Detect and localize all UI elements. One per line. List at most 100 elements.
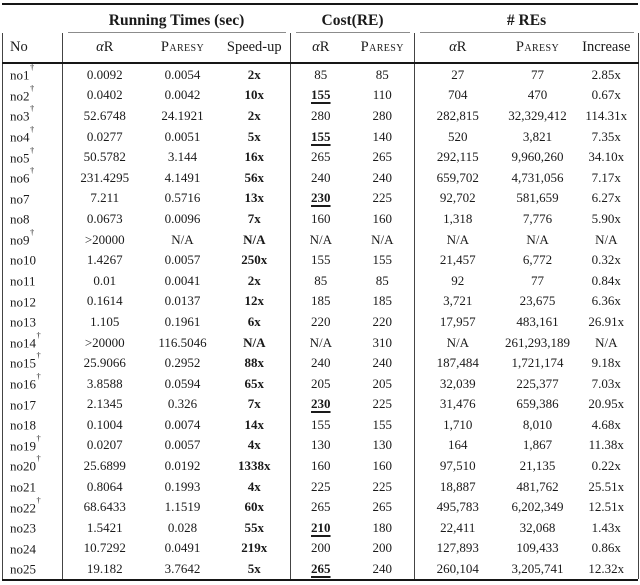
col-header-increase: Increase bbox=[574, 33, 640, 64]
cost-paresy-cell: 110 bbox=[372, 87, 392, 103]
increase-cell: 1.43x bbox=[574, 517, 640, 538]
cost-ar-cell: 230 bbox=[290, 393, 351, 415]
col-header-res-alphar: αR bbox=[414, 33, 501, 64]
row-id-cell: no15† bbox=[2, 352, 63, 373]
cost-paresy-cell: 155 bbox=[372, 252, 393, 268]
cost-ar-cell: 85 bbox=[290, 63, 351, 85]
table-row: no23 1.5421 0.028 55x 210 180 22,411 32,… bbox=[2, 517, 640, 538]
cost-paresy-cell: 140 bbox=[372, 128, 393, 144]
group-spacer bbox=[3, 5, 63, 33]
speedup-cell: 2x bbox=[247, 66, 261, 82]
row-id-cell: no4† bbox=[2, 125, 63, 147]
speedup-cell: 4x bbox=[247, 437, 261, 453]
speedup-cell: 7x bbox=[247, 210, 261, 226]
runtime-ar-cell: 0.0207 bbox=[86, 437, 123, 453]
cost-ar-cell: 155 bbox=[290, 249, 351, 270]
alpha-symbol: α bbox=[449, 39, 457, 56]
alpha-symbol: α bbox=[312, 39, 320, 56]
col-header-cost-paresy: Paresy bbox=[350, 33, 415, 64]
table-row: no6† 231.4295 4.1491 56x 240 240 659,702… bbox=[2, 166, 640, 188]
increase-cell: 34.10x bbox=[574, 146, 640, 167]
res-ar-cell: 659,702 bbox=[414, 166, 501, 188]
row-id-cell: no11 bbox=[2, 269, 63, 291]
runtime-paresy-cell: 0.0491 bbox=[164, 540, 201, 556]
row-id-label: no3 bbox=[10, 108, 30, 124]
cost-ar-value: 160 bbox=[311, 210, 331, 226]
row-id-cell: no8 bbox=[2, 208, 63, 229]
cost-ar-cell: 240 bbox=[290, 166, 351, 188]
table-row: no25 19.182 3.7642 5x 265 240 260,104 3,… bbox=[2, 558, 640, 579]
cost-paresy-cell: 265 bbox=[372, 499, 393, 515]
runtime-paresy-cell: 0.2952 bbox=[164, 355, 201, 371]
runtime-paresy-cell: 0.0042 bbox=[164, 87, 201, 103]
res-ar-cell: 164 bbox=[414, 434, 501, 456]
column-header-row: No αR Paresy Speed-up αR Paresy αR Pares… bbox=[2, 33, 640, 64]
runtime-paresy-cell: 3.7642 bbox=[164, 561, 201, 577]
speedup-cell: 10x bbox=[244, 87, 265, 103]
cost-paresy-cell: 160 bbox=[372, 458, 393, 474]
res-paresy-cell: 32,329,412 bbox=[508, 107, 567, 123]
speedup-cell: 6x bbox=[247, 313, 261, 329]
speedup-cell: 250x bbox=[241, 252, 268, 268]
row-id-cell: no2† bbox=[2, 84, 63, 106]
table-row: no20† 25.6899 0.0192 1338x 160 160 97,51… bbox=[2, 455, 640, 476]
runtime-paresy-cell: 0.1961 bbox=[164, 313, 201, 329]
cost-paresy-cell: 225 bbox=[372, 190, 393, 206]
runtime-ar-cell: 0.0402 bbox=[86, 87, 123, 103]
row-id-cell: no6† bbox=[2, 166, 63, 188]
row-id-cell: no9† bbox=[2, 228, 63, 250]
table-row: no18 0.1004 0.0074 14x 155 155 1,710 8,0… bbox=[2, 414, 640, 435]
row-id-cell: no18 bbox=[2, 414, 63, 435]
row-id-label: no14 bbox=[10, 335, 36, 351]
speedup-cell: 2x bbox=[247, 272, 261, 288]
res-paresy-cell: 470 bbox=[527, 87, 548, 103]
row-id-label: no22 bbox=[10, 499, 36, 515]
cost-ar-cell: 200 bbox=[290, 537, 351, 559]
runtime-ar-cell: 0.0673 bbox=[86, 210, 123, 226]
runtime-ar-cell: 231.4295 bbox=[80, 169, 130, 185]
row-id-cell: no17 bbox=[2, 393, 63, 415]
cost-ar-cell: 185 bbox=[290, 290, 351, 312]
res-ar-cell: N/A bbox=[414, 228, 501, 250]
r-symbol: R bbox=[103, 39, 114, 56]
row-id-cell: no14† bbox=[2, 331, 63, 353]
increase-cell: 25.51x bbox=[574, 475, 640, 497]
table-row: no3† 52.6748 24.1921 2x 280 280 282,815 … bbox=[2, 105, 640, 126]
res-ar-cell: 32,039 bbox=[414, 372, 501, 394]
cost-paresy-cell: 205 bbox=[372, 375, 393, 391]
res-paresy-cell: N/A bbox=[526, 231, 549, 247]
cost-ar-value: 230 bbox=[311, 190, 331, 206]
cost-ar-value: 155 bbox=[311, 87, 331, 103]
increase-cell: 0.86x bbox=[574, 537, 640, 559]
cost-ar-value: N/A bbox=[309, 334, 332, 350]
res-paresy-cell: 9,960,260 bbox=[511, 149, 564, 165]
increase-cell: N/A bbox=[574, 331, 640, 353]
res-ar-cell: 3,721 bbox=[414, 290, 501, 312]
runtime-paresy-cell: 0.0054 bbox=[164, 66, 201, 82]
res-ar-cell: 704 bbox=[414, 84, 501, 106]
dagger-mark: † bbox=[30, 146, 35, 155]
speedup-cell: N/A bbox=[243, 334, 266, 350]
speedup-cell: 1338x bbox=[238, 458, 271, 474]
cost-paresy-cell: 265 bbox=[372, 149, 393, 165]
row-id-cell: no13 bbox=[2, 311, 63, 332]
runtime-ar-cell: >20000 bbox=[84, 334, 125, 350]
increase-cell: 6.27x bbox=[574, 187, 640, 209]
cost-paresy-cell: 180 bbox=[372, 519, 393, 535]
col-header-res-paresy: Paresy bbox=[500, 33, 575, 64]
table-row: no17 2.1345 0.326 7x 230 225 31,476 659,… bbox=[2, 393, 640, 415]
row-id-cell: no7 bbox=[2, 187, 63, 209]
res-paresy-cell: 6,772 bbox=[522, 252, 553, 268]
col-header-no: No bbox=[2, 33, 63, 64]
cost-paresy-cell: 240 bbox=[372, 355, 393, 371]
cost-ar-cell: N/A bbox=[290, 331, 351, 353]
r-symbol: R bbox=[319, 39, 330, 56]
res-paresy-cell: 23,675 bbox=[519, 293, 556, 309]
cost-paresy-cell: 85 bbox=[375, 272, 389, 288]
runtime-ar-cell: 0.0277 bbox=[86, 128, 123, 144]
runtime-paresy-cell: 0.0057 bbox=[164, 252, 201, 268]
col-header-runtime-alphar: αR bbox=[62, 33, 147, 64]
increase-cell: 6.36x bbox=[574, 290, 640, 312]
row-id-label: no16 bbox=[10, 376, 36, 392]
speedup-cell: 14x bbox=[244, 416, 265, 432]
